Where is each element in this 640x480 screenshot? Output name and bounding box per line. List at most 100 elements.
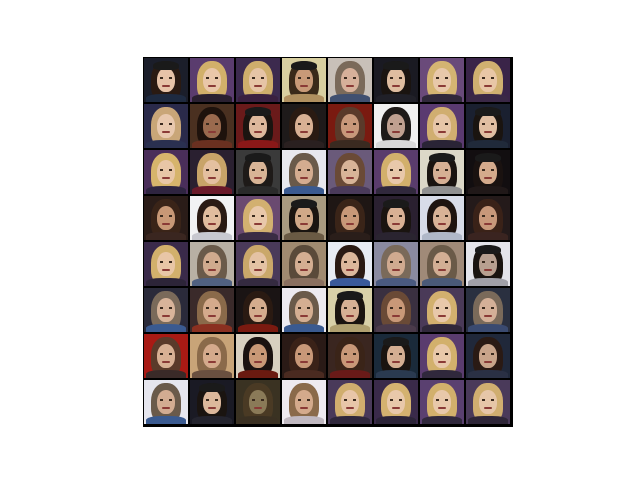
face-tile [236, 334, 280, 378]
eyes [436, 399, 448, 401]
mouth [484, 269, 492, 271]
eyes [436, 77, 448, 79]
shoulders [422, 416, 462, 424]
face [203, 114, 221, 138]
shoulders [468, 324, 508, 332]
mouth [208, 361, 216, 363]
face [341, 298, 359, 322]
shoulders [238, 186, 278, 194]
shoulders [330, 416, 370, 424]
mouth [346, 223, 354, 225]
face-tile [466, 104, 510, 148]
eyes [390, 353, 402, 355]
shoulders [330, 140, 370, 148]
face-tile [328, 288, 372, 332]
mouth [484, 315, 492, 317]
mouth [300, 269, 308, 271]
shoulders [284, 140, 324, 148]
eyes [206, 353, 218, 355]
face [157, 160, 175, 184]
shoulders [146, 370, 186, 378]
shoulders [468, 186, 508, 194]
eyes [206, 215, 218, 217]
shoulders [146, 140, 186, 148]
mouth [438, 361, 446, 363]
face [249, 114, 267, 138]
mouth [392, 131, 400, 133]
face [249, 160, 267, 184]
mouth [162, 269, 170, 271]
face [433, 68, 451, 92]
face-tile [144, 288, 188, 332]
eyes [482, 215, 494, 217]
eyes [252, 261, 264, 263]
face [479, 252, 497, 276]
shoulders [376, 324, 416, 332]
mouth [254, 315, 262, 317]
face-tile [466, 288, 510, 332]
face-tile [190, 58, 234, 102]
shoulders [238, 416, 278, 424]
face-tile [328, 242, 372, 286]
face [295, 160, 313, 184]
mouth [162, 223, 170, 225]
eyes [344, 353, 356, 355]
face [479, 160, 497, 184]
face-tile [466, 58, 510, 102]
face [341, 114, 359, 138]
mouth [392, 407, 400, 409]
eyes [206, 169, 218, 171]
face-tile [144, 104, 188, 148]
shoulders [376, 186, 416, 194]
face [341, 160, 359, 184]
face-tile [144, 196, 188, 240]
mouth [208, 223, 216, 225]
hat [245, 107, 271, 116]
mouth [484, 223, 492, 225]
face [249, 390, 267, 414]
face-tile [374, 288, 418, 332]
face-tile [190, 150, 234, 194]
face-tile [282, 288, 326, 332]
face-tile [282, 242, 326, 286]
shoulders [468, 94, 508, 102]
eyes [344, 399, 356, 401]
mouth [254, 85, 262, 87]
face [387, 390, 405, 414]
eyes [344, 261, 356, 263]
mouth [484, 361, 492, 363]
eyes [252, 307, 264, 309]
shoulders [284, 278, 324, 286]
eyes [160, 353, 172, 355]
shoulders [422, 324, 462, 332]
face [387, 344, 405, 368]
shoulders [284, 324, 324, 332]
face [341, 206, 359, 230]
shoulders [192, 370, 232, 378]
hat [291, 61, 317, 70]
hat [475, 107, 501, 116]
face [203, 68, 221, 92]
face [387, 160, 405, 184]
eyes [390, 123, 402, 125]
eyes [344, 169, 356, 171]
eyes [206, 307, 218, 309]
eyes [160, 215, 172, 217]
face [433, 160, 451, 184]
shoulders [192, 278, 232, 286]
face [203, 160, 221, 184]
mouth [438, 407, 446, 409]
shoulders [238, 232, 278, 240]
face [341, 390, 359, 414]
face [249, 344, 267, 368]
eyes [390, 399, 402, 401]
mouth [346, 269, 354, 271]
mouth [254, 361, 262, 363]
mouth [208, 315, 216, 317]
face [387, 68, 405, 92]
shoulders [146, 278, 186, 286]
eyes [206, 399, 218, 401]
shoulders [376, 278, 416, 286]
mouth [162, 407, 170, 409]
